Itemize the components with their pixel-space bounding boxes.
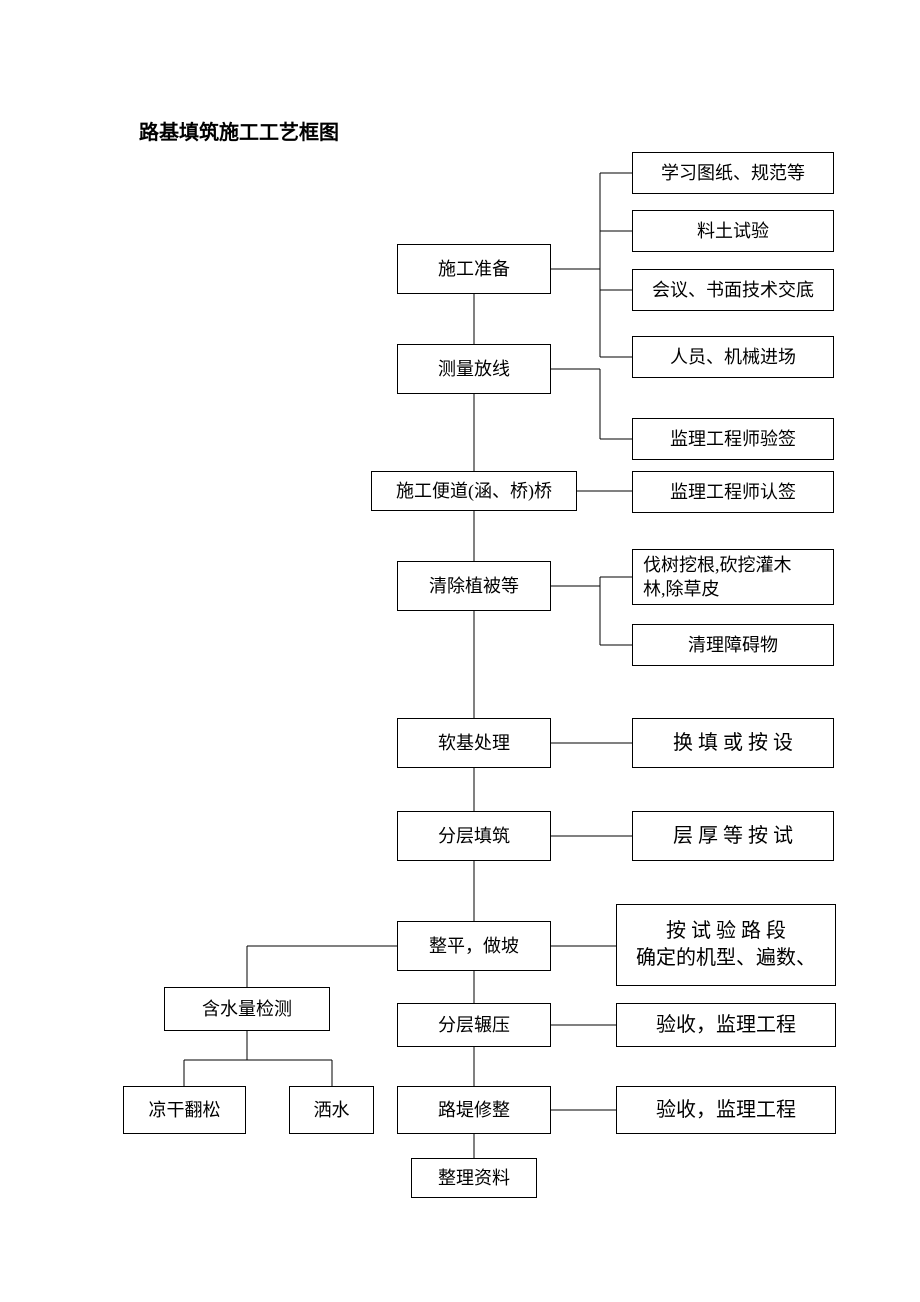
node-s_accept1: 验收，监理工程 [616,1003,836,1047]
node-s_study: 学习图纸、规范等 [632,152,834,194]
node-n_doc: 整理资料 [411,1158,537,1198]
node-s_sup2: 监理工程师认签 [632,471,834,513]
node-s_accept2: 验收，监理工程 [616,1086,836,1134]
page: 路基填筑施工工艺框图 施工准备测量放线施工便道(涵、桥)桥清除植被等软基处理分层… [0,0,920,1302]
node-n_roll: 分层辗压 [397,1003,551,1047]
node-s_sup1: 监理工程师验签 [632,418,834,460]
node-n_survey: 测量放线 [397,344,551,394]
node-n_fill: 分层填筑 [397,811,551,861]
node-s_tree: 伐树挖根,砍挖灌木 林,除草皮 [632,549,834,605]
node-l_dry: 凉干翻松 [123,1086,246,1134]
node-n_prep: 施工准备 [397,244,551,294]
node-n_level: 整平，做坡 [397,921,551,971]
node-s_soil: 料土试验 [632,210,834,252]
page-title: 路基填筑施工工艺框图 [139,116,339,145]
node-s_meet: 会议、书面技术交底 [632,269,834,311]
node-n_road: 施工便道(涵、桥)桥 [371,471,577,511]
node-s_staff: 人员、机械进场 [632,336,834,378]
node-l_moist: 含水量检测 [164,987,330,1031]
node-s_replace: 换 填 或 按 设 [632,718,834,768]
node-n_soft: 软基处理 [397,718,551,768]
node-s_obst: 清理障碍物 [632,624,834,666]
node-l_water: 洒水 [289,1086,374,1134]
node-s_model: 按 试 验 路 段 确定的机型、遍数、 [616,904,836,986]
node-n_repair: 路堤修整 [397,1086,551,1134]
node-s_thick: 层 厚 等 按 试 [632,811,834,861]
node-n_clear: 清除植被等 [397,561,551,611]
